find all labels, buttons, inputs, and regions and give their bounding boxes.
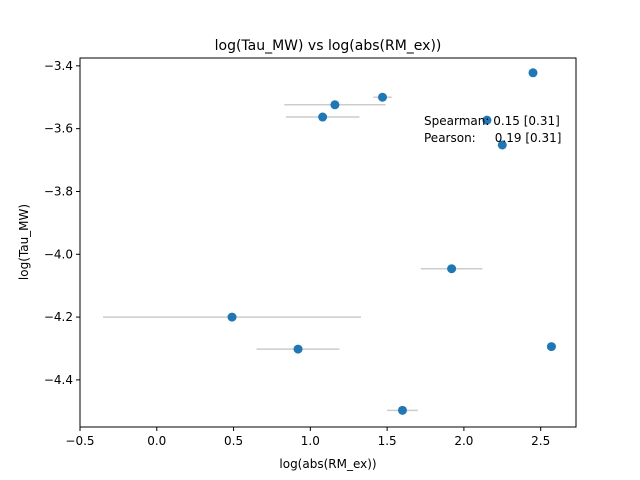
y-tick-label-5: −3.4	[44, 59, 73, 73]
x-tick-label-4: 1.5	[378, 434, 397, 448]
data-point-7	[227, 312, 237, 322]
data-point-10	[397, 405, 407, 415]
point-layer	[227, 68, 556, 415]
data-point-2	[330, 100, 340, 110]
y-axis: −4.4 −4.2 −4.0 −3.8 −3.6 −3.4	[44, 59, 80, 387]
y-tick-label-0: −4.4	[44, 373, 73, 387]
data-point-0	[528, 68, 538, 78]
plot-frame	[79, 57, 577, 428]
x-tick-label-6: 2.5	[531, 434, 550, 448]
x-axis-label: log(abs(RM_ex))	[279, 457, 376, 471]
y-tick-label-1: −4.2	[44, 310, 73, 324]
chart-title: log(Tau_MW) vs log(abs(RM_ex))	[215, 38, 442, 54]
data-point-5	[497, 140, 507, 150]
spearman-annotation: Spearman: 0.15 [0.31]	[424, 114, 560, 128]
data-point-9	[546, 342, 556, 352]
pearson-annotation: Pearson: 0.19 [0.31]	[424, 131, 561, 145]
x-tick-label-5: 2.0	[454, 434, 473, 448]
x-tick-label-2: 0.5	[224, 434, 243, 448]
x-tick-label-3: 1.0	[301, 434, 320, 448]
y-axis-label: log(Tau_MW)	[17, 204, 31, 280]
y-tick-label-3: −3.8	[44, 184, 73, 198]
data-point-8	[293, 344, 303, 354]
x-tick-label-1: 0.0	[147, 434, 166, 448]
data-point-1	[378, 92, 388, 102]
x-axis: −0.5 0.0 0.5 1.0 1.5 2.0 2.5	[65, 427, 550, 448]
data-point-4	[482, 115, 492, 125]
data-point-6	[447, 264, 457, 274]
x-tick-label-0: −0.5	[65, 434, 94, 448]
y-tick-label-4: −3.6	[44, 122, 73, 136]
data-point-3	[318, 112, 328, 122]
y-tick-label-2: −4.0	[44, 247, 73, 261]
